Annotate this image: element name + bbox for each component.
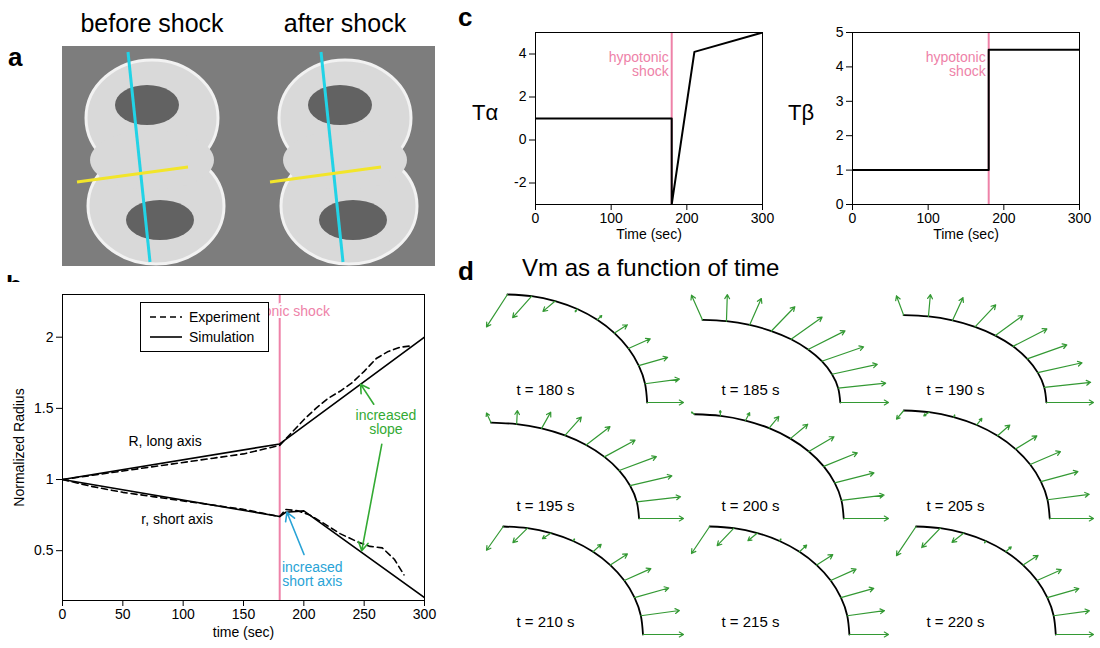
svg-text:300: 300 bbox=[1068, 210, 1092, 226]
svg-text:t = 215 s: t = 215 s bbox=[722, 613, 780, 630]
svg-text:200: 200 bbox=[292, 606, 316, 622]
svg-text:2: 2 bbox=[519, 88, 527, 104]
svg-text:0.5: 0.5 bbox=[34, 542, 54, 558]
svg-text:hypotonicshock: hypotonicshock bbox=[926, 49, 987, 79]
svg-text:3: 3 bbox=[836, 93, 844, 109]
svg-text:300: 300 bbox=[751, 210, 775, 226]
svg-text:250: 250 bbox=[352, 606, 376, 622]
svg-text:1.5: 1.5 bbox=[34, 400, 54, 416]
svg-text:time (sec): time (sec) bbox=[213, 624, 274, 640]
svg-text:increasedslope: increasedslope bbox=[356, 407, 417, 437]
svg-text:50: 50 bbox=[115, 606, 131, 622]
svg-text:0: 0 bbox=[59, 606, 67, 622]
svg-text:0: 0 bbox=[849, 210, 857, 226]
svg-text:0: 0 bbox=[519, 131, 527, 147]
svg-text:t = 180 s: t = 180 s bbox=[517, 381, 575, 398]
svg-text:r, short axis: r, short axis bbox=[141, 511, 213, 527]
svg-text:R, long axis: R, long axis bbox=[128, 433, 201, 449]
svg-text:before shock: before shock bbox=[80, 9, 224, 37]
svg-text:t = 200 s: t = 200 s bbox=[722, 497, 780, 514]
svg-text:0: 0 bbox=[836, 196, 844, 212]
svg-text:100: 100 bbox=[171, 606, 195, 622]
svg-text:4: 4 bbox=[836, 58, 844, 74]
svg-text:2: 2 bbox=[836, 127, 844, 143]
svg-text:Time (sec): Time (sec) bbox=[616, 226, 682, 242]
svg-text:200: 200 bbox=[992, 210, 1016, 226]
svg-text:hypotonicshock: hypotonicshock bbox=[609, 49, 670, 79]
svg-text:5: 5 bbox=[836, 24, 844, 40]
svg-text:t = 210 s: t = 210 s bbox=[517, 613, 575, 630]
svg-text:300: 300 bbox=[413, 606, 437, 622]
svg-text:200: 200 bbox=[675, 210, 699, 226]
svg-text:100: 100 bbox=[599, 210, 623, 226]
svg-text:4: 4 bbox=[519, 45, 527, 61]
svg-text:Normalized Radius: Normalized Radius bbox=[11, 388, 27, 506]
svg-text:-2: -2 bbox=[514, 174, 527, 190]
svg-text:t = 205 s: t = 205 s bbox=[927, 497, 985, 514]
svg-text:150: 150 bbox=[232, 606, 256, 622]
svg-text:t = 185 s: t = 185 s bbox=[722, 381, 780, 398]
svg-text:1: 1 bbox=[836, 162, 844, 178]
svg-text:t = 220 s: t = 220 s bbox=[927, 613, 985, 630]
svg-text:after shock: after shock bbox=[284, 9, 407, 37]
svg-text:Time (sec): Time (sec) bbox=[933, 226, 999, 242]
svg-text:t = 190 s: t = 190 s bbox=[927, 381, 985, 398]
svg-text:t = 195 s: t = 195 s bbox=[517, 497, 575, 514]
svg-text:1: 1 bbox=[46, 471, 54, 487]
svg-text:2: 2 bbox=[46, 329, 54, 345]
svg-text:0: 0 bbox=[532, 210, 540, 226]
svg-text:increasedshort axis: increasedshort axis bbox=[282, 559, 343, 589]
svg-text:100: 100 bbox=[916, 210, 940, 226]
